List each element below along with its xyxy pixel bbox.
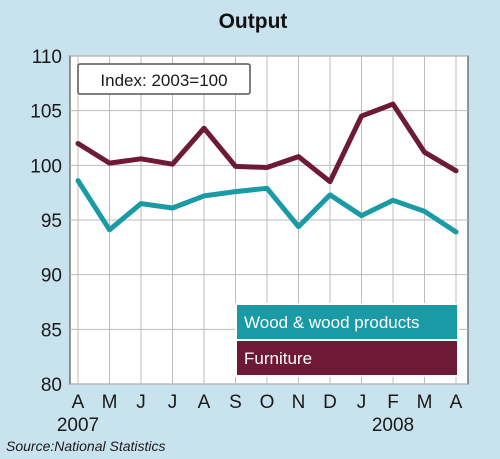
y-tick-label: 85: [41, 320, 62, 341]
y-tick-label: 90: [41, 266, 62, 287]
series-lines: [75, 101, 459, 235]
x-tick-label: D: [323, 392, 337, 413]
y-axis-ticks: 80 85 90 95 100 105 110: [30, 47, 62, 396]
x-tick-label: J: [168, 392, 178, 413]
x-tick-label: O: [260, 392, 275, 413]
legend-label: Furniture: [244, 349, 312, 368]
chart-title: Output: [219, 10, 288, 33]
x-tick-label: F: [387, 392, 399, 413]
legend-swatch: [235, 339, 459, 377]
annotation-box-frame: [77, 63, 251, 95]
annotation-box: Index: 2003=100: [77, 63, 251, 95]
x-tick-label: J: [136, 392, 146, 413]
legend: Wood & wood products Furniture: [235, 303, 459, 377]
year-label: 2007: [57, 415, 99, 436]
series-line: [75, 101, 459, 185]
year-label: 2008: [372, 415, 414, 436]
y-tick-label: 105: [30, 102, 62, 123]
x-tick-label: M: [417, 392, 433, 413]
index-note: Index: 2003=100: [100, 71, 227, 90]
y-tick-label: 95: [41, 211, 62, 232]
y-tick-label: 110: [32, 47, 62, 68]
series-line: [75, 178, 459, 235]
year-labels: 2007 2008: [57, 415, 414, 436]
y-tick-label: 80: [41, 375, 62, 396]
legend-label: Wood & wood products: [244, 313, 419, 332]
source-note: Source:National Statistics: [6, 438, 166, 454]
x-tick-label: M: [102, 392, 118, 413]
x-tick-label: A: [198, 392, 211, 413]
x-tick-label: A: [450, 392, 463, 413]
y-tick-label: 100: [30, 156, 62, 177]
x-tick-label: N: [292, 392, 306, 413]
x-tick-label: J: [357, 392, 367, 413]
x-tick-label: A: [72, 392, 85, 413]
x-tick-label: S: [229, 392, 242, 413]
